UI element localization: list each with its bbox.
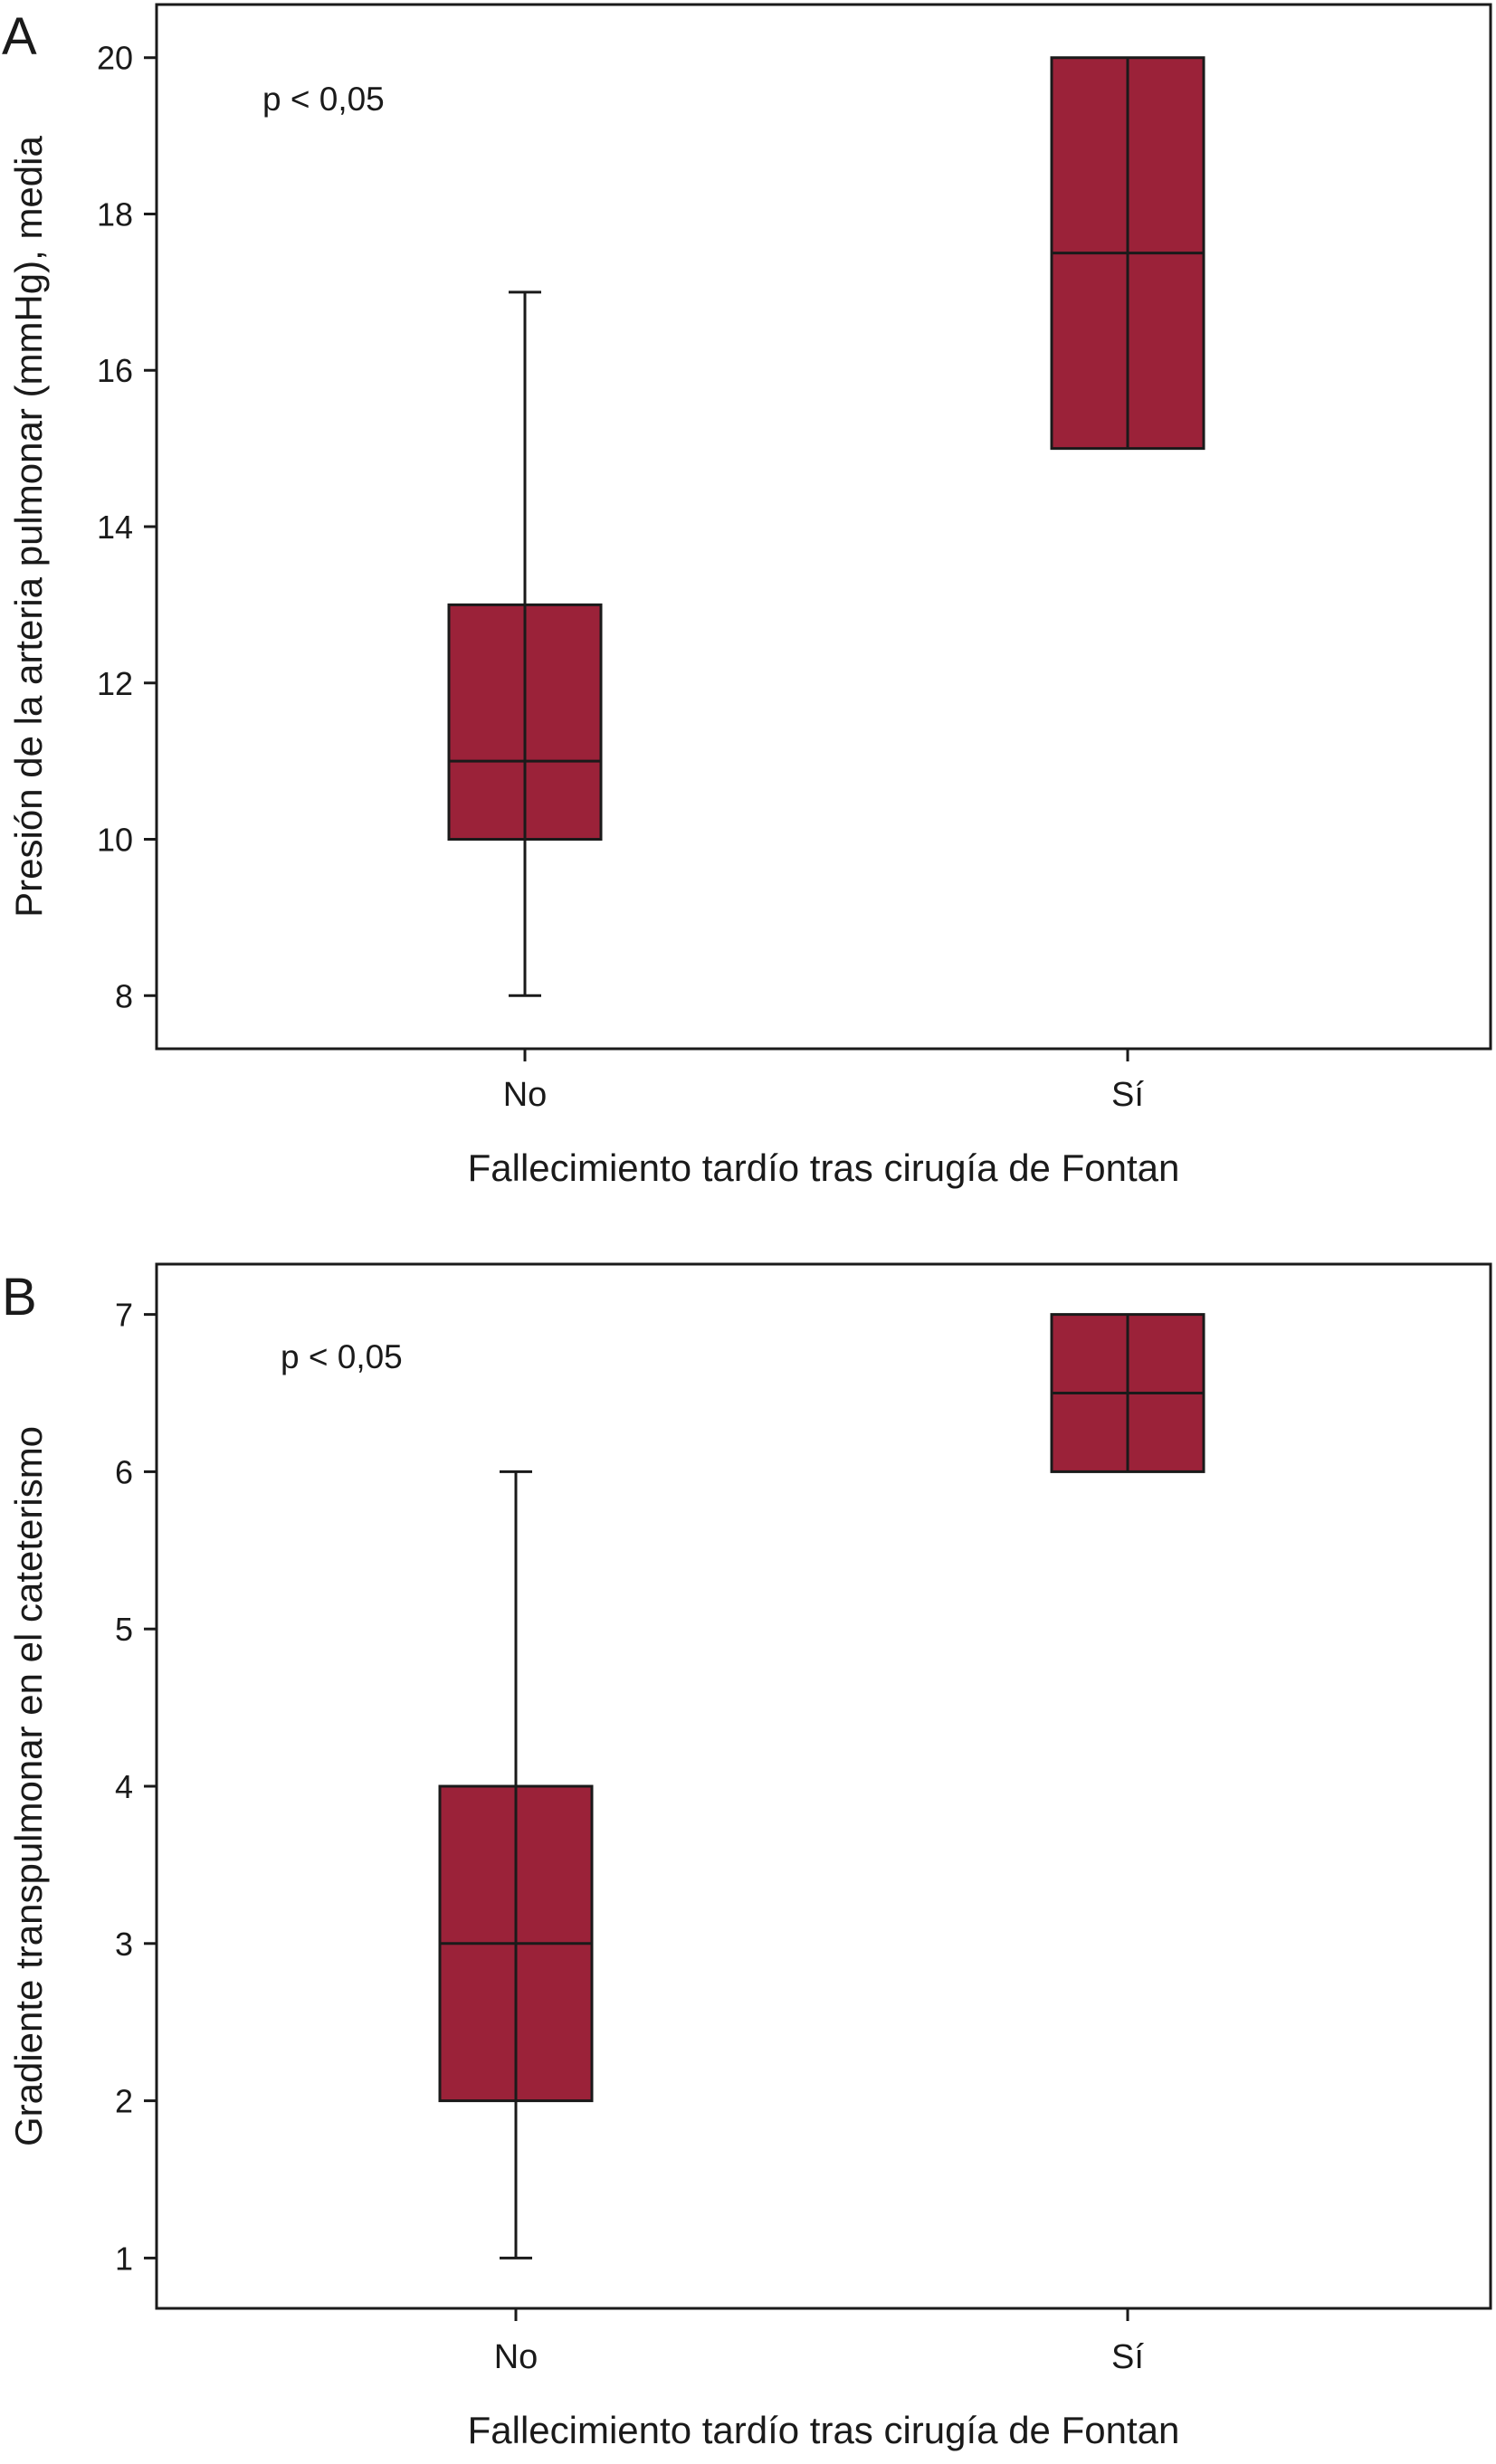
y-tick-label: 18 — [97, 195, 133, 233]
plot-frame — [155, 1262, 1492, 2310]
x-tick-label: No — [503, 1076, 548, 1114]
y-tick-label: 5 — [115, 1611, 133, 1648]
y-tick-label: 2 — [115, 2083, 133, 2120]
y-tick-label: 4 — [115, 1768, 133, 1805]
y-tick-label: 1 — [115, 2240, 133, 2277]
x-tick-label: Sí — [1111, 2338, 1144, 2376]
y-axis-title: Presión de la arteria pulmonar (mmHg), m… — [7, 136, 50, 918]
y-tick-label: 12 — [97, 665, 133, 702]
panel-label: A — [2, 7, 37, 66]
y-tick-label: 6 — [115, 1453, 133, 1490]
plot-frame — [155, 3, 1492, 1051]
p-value-annotation: p < 0,05 — [281, 1338, 403, 1375]
y-tick-label: 7 — [115, 1297, 133, 1334]
x-axis-title: Fallecimiento tardío tras cirugía de Fon… — [468, 2409, 1180, 2451]
y-tick-label: 10 — [97, 822, 133, 859]
y-tick-label: 16 — [97, 352, 133, 389]
panel-label: B — [2, 1268, 37, 1327]
y-tick-label: 14 — [97, 509, 133, 546]
x-tick-label: Sí — [1111, 1076, 1144, 1114]
y-tick-label: 20 — [97, 40, 133, 77]
y-axis-title: Gradiente transpulmonar en el cateterism… — [7, 1426, 50, 2146]
y-tick-label: 3 — [115, 1926, 133, 1963]
p-value-annotation: p < 0,05 — [262, 81, 385, 118]
y-tick-label: 8 — [115, 977, 133, 1014]
x-axis-title: Fallecimiento tardío tras cirugía de Fon… — [468, 1146, 1180, 1189]
x-tick-label: No — [494, 2338, 538, 2376]
